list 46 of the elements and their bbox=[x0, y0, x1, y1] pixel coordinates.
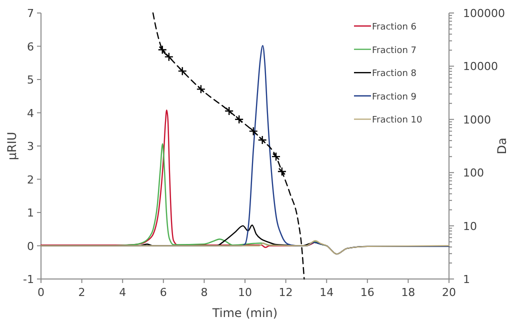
legend-label: Fraction 8 bbox=[372, 69, 417, 80]
x-tick-label: 0 bbox=[38, 286, 44, 299]
point bbox=[164, 52, 174, 62]
point bbox=[271, 152, 281, 162]
point bbox=[224, 106, 234, 116]
x-tick-label: 20 bbox=[442, 286, 456, 299]
x-tick-label: 6 bbox=[160, 286, 167, 299]
point bbox=[234, 114, 244, 124]
point bbox=[258, 135, 267, 145]
point bbox=[277, 166, 287, 176]
x-tick-label: 12 bbox=[278, 286, 293, 299]
y-tick-label: 3 bbox=[27, 140, 34, 153]
y2-tick-label: 10000 bbox=[463, 60, 498, 74]
x-tick-label: 16 bbox=[360, 286, 374, 299]
y-tick-label: 0 bbox=[27, 240, 34, 253]
y-tick-label: 2 bbox=[27, 173, 34, 186]
point bbox=[158, 45, 167, 54]
y-tick-label: -1 bbox=[23, 273, 34, 286]
y-axis-title: µRIU bbox=[5, 132, 19, 160]
x-tick-label: 10 bbox=[238, 286, 252, 299]
y-tick-label: 7 bbox=[27, 7, 34, 20]
point bbox=[196, 84, 206, 94]
y-tick-label: 1 bbox=[27, 206, 34, 220]
x-tick-label: 18 bbox=[401, 286, 416, 299]
legend-label: Fraction 9 bbox=[372, 92, 417, 102]
x-tick-label: 8 bbox=[200, 286, 208, 299]
x-axis-title: Time (min) bbox=[211, 306, 278, 320]
y-tick-label: 5 bbox=[27, 74, 34, 86]
x-tick-label: 14 bbox=[320, 286, 334, 299]
y2-axis-title: Da bbox=[495, 138, 509, 154]
x-tick-label: 4 bbox=[119, 286, 126, 299]
y2-tick-label: 100000 bbox=[463, 7, 505, 20]
legend-label: Fraction 10 bbox=[372, 116, 423, 126]
line-series bbox=[152, 12, 305, 280]
y2-tick-label: 10 bbox=[463, 220, 477, 233]
line-series bbox=[40, 240, 450, 255]
y-tick-label: 4 bbox=[27, 106, 34, 120]
legend-label: Fraction 7 bbox=[372, 46, 417, 56]
legend-label: Fraction 6 bbox=[372, 22, 417, 32]
point bbox=[248, 126, 258, 136]
y2-tick-label: 1000 bbox=[463, 113, 491, 126]
point bbox=[178, 66, 187, 76]
x-tick-label: 2 bbox=[78, 286, 86, 299]
y2-tick-label: 100 bbox=[463, 166, 484, 180]
y2-tick-label: 1 bbox=[463, 273, 470, 286]
y-tick-label: 6 bbox=[27, 40, 34, 54]
